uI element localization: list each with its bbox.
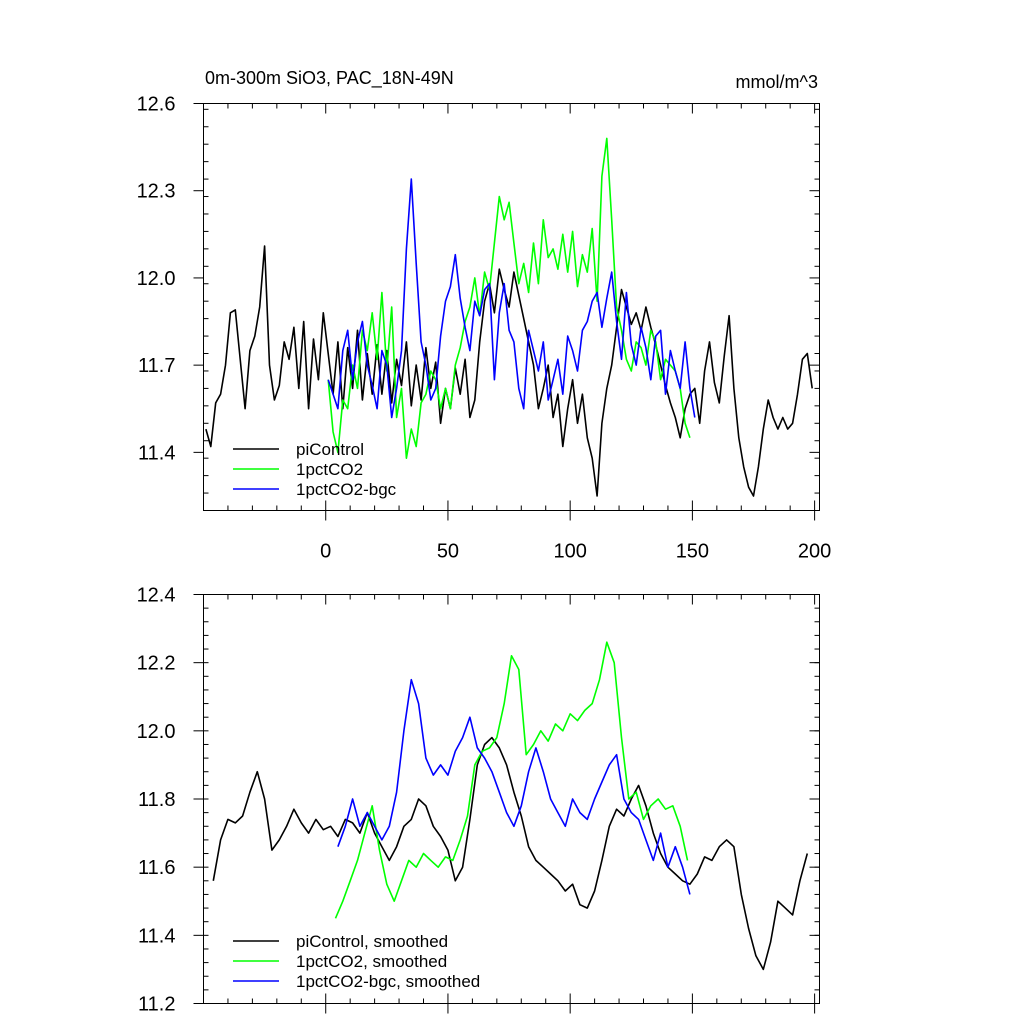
x-tick-label: 50: [437, 541, 459, 563]
y-tick-label: 12.0: [137, 721, 176, 743]
top-chart-title: 0m-300m SiO3, PAC_18N-49N: [205, 68, 454, 89]
series-line-1pctco2-bgc: [327, 178, 696, 419]
legend-label: 1pctCO2, smoothed: [296, 952, 447, 971]
y-tick-label: 12.2: [137, 653, 176, 675]
x-tick-label: 200: [798, 541, 831, 563]
y-tick-label: 11.4: [138, 925, 175, 947]
top-axis-ticks: [193, 103, 820, 521]
legend-label: piControl, smoothed: [296, 932, 448, 951]
y-tick-label: 12.6: [137, 94, 176, 116]
legend-label: 1pctCO2: [296, 460, 363, 479]
top-x-tick-labels: 0 50 100 150 200: [320, 541, 831, 563]
top-chart-units: mmol/m^3: [736, 72, 818, 92]
y-tick-label: 12.0: [137, 268, 176, 290]
bottom-series-lines: [212, 641, 809, 971]
x-tick-label: 150: [676, 541, 709, 563]
x-tick-label: 0: [320, 541, 331, 563]
top-chart-panel: 0m-300m SiO3, PAC_18N-49N mmol/m^3 11.41…: [137, 68, 832, 563]
bottom-y-tick-labels: 11.2 11.4 11.6 11.8 12.0 12.2 12.4: [137, 585, 176, 1016]
series-line-1pctco2: [327, 137, 691, 460]
y-tick-label: 11.8: [138, 789, 175, 811]
x-tick-label: 100: [553, 541, 586, 563]
y-tick-label: 11.4: [138, 442, 175, 464]
bottom-plot-frame: [203, 594, 820, 1004]
series-line-1pctco2-bgc-smoothed: [337, 678, 691, 895]
series-line-picontrol-smoothed: [212, 736, 809, 971]
y-tick-label: 12.4: [137, 585, 176, 607]
series-line-1pctco2-smoothed: [334, 641, 689, 919]
series-line-picontrol: [205, 245, 813, 497]
legend-label: piControl: [296, 440, 364, 459]
bottom-axis-ticks: [193, 594, 820, 1014]
legend-label: 1pctCO2-bgc: [296, 480, 397, 499]
y-tick-label: 11.2: [138, 994, 175, 1016]
y-tick-label: 11.7: [138, 355, 175, 377]
top-y-tick-labels: 11.4 11.7 12.0 12.3 12.6: [137, 94, 176, 465]
top-series-lines: [205, 137, 813, 497]
top-plot-frame: [203, 103, 820, 511]
y-tick-label: 12.3: [137, 181, 176, 203]
legend-label: 1pctCO2-bgc, smoothed: [296, 972, 480, 991]
bottom-chart-panel: 11.2 11.4 11.6 11.8 12.0 12.2 12.4 piControl, …: [137, 585, 820, 1016]
y-tick-label: 11.6: [138, 857, 175, 879]
